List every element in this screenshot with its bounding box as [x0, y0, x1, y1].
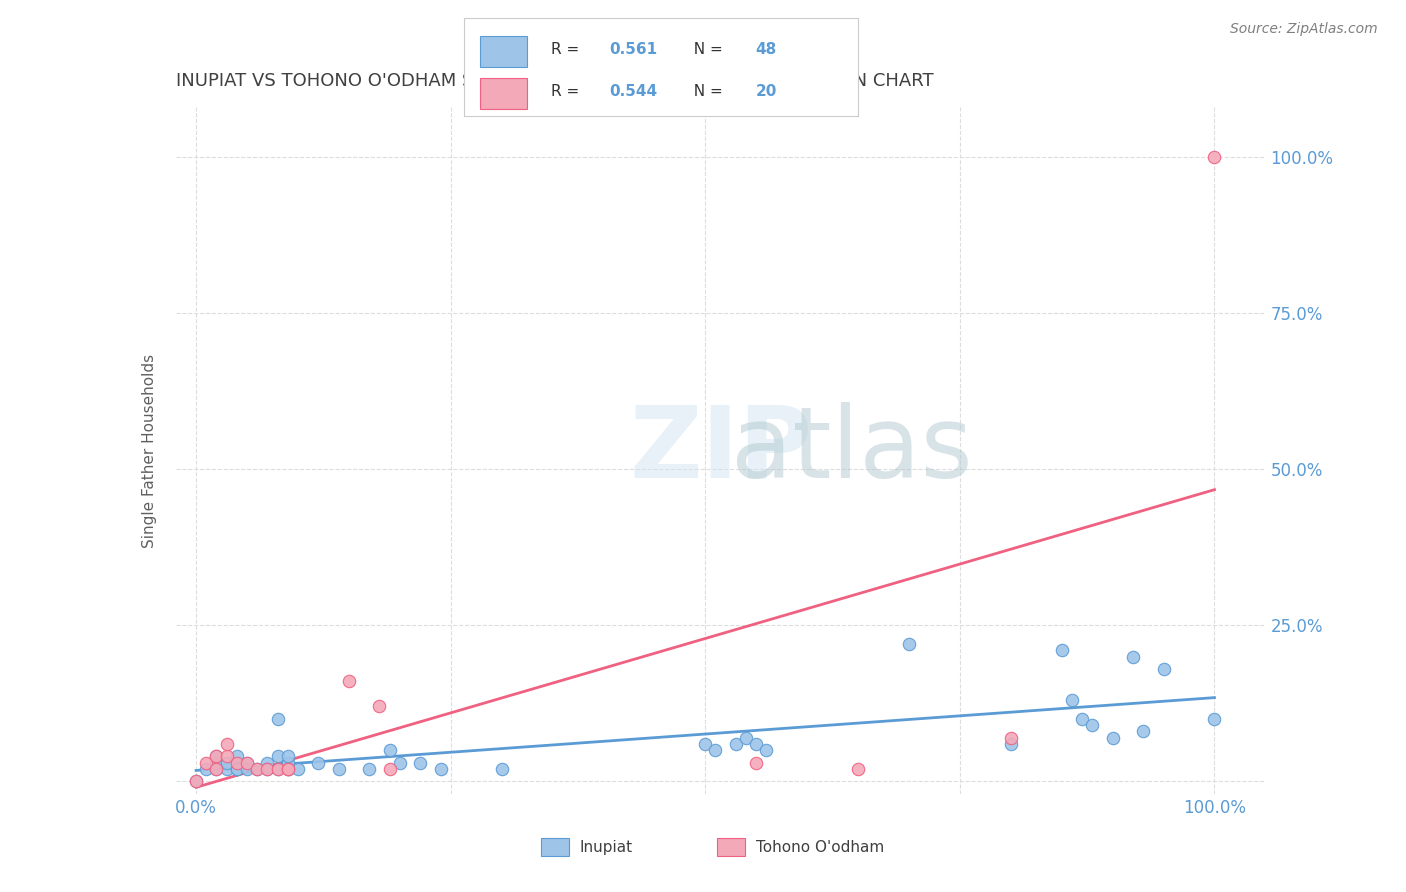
Point [205, 762, 228, 776]
Point [337, 674, 360, 689]
Point [388, 756, 411, 770]
Point [205, 756, 228, 770]
Point [266, 749, 288, 764]
Point [277, 762, 299, 776]
Point [215, 756, 238, 770]
Point [236, 756, 259, 770]
Point [745, 756, 768, 770]
FancyBboxPatch shape [717, 838, 745, 856]
Point [205, 749, 228, 764]
Text: Source: ZipAtlas.com: Source: ZipAtlas.com [1230, 22, 1378, 37]
Point [225, 762, 247, 776]
Point [225, 762, 247, 776]
Point [429, 762, 451, 776]
Point [184, 774, 207, 789]
Point [328, 762, 350, 776]
Point [246, 762, 269, 776]
Point [745, 737, 768, 751]
Point [846, 762, 869, 776]
Point [704, 743, 727, 757]
Point [236, 756, 259, 770]
FancyBboxPatch shape [479, 36, 527, 67]
Point [368, 699, 391, 714]
Point [359, 762, 381, 776]
Text: 0.544: 0.544 [610, 84, 658, 99]
Text: R =: R = [551, 42, 583, 57]
Point [277, 749, 299, 764]
Point [695, 737, 717, 751]
Point [735, 731, 758, 745]
Point [215, 749, 238, 764]
Point [1050, 643, 1073, 657]
Point [378, 743, 401, 757]
Point [1101, 731, 1123, 745]
Text: 20: 20 [755, 84, 776, 99]
Point [378, 762, 401, 776]
Point [307, 756, 329, 770]
Point [225, 749, 247, 764]
Point [755, 743, 778, 757]
Point [277, 756, 299, 770]
Point [277, 762, 299, 776]
Point [236, 762, 259, 776]
Point [246, 762, 269, 776]
FancyBboxPatch shape [479, 78, 527, 109]
Text: Tohono O'odham: Tohono O'odham [756, 840, 884, 855]
Point [195, 762, 218, 776]
Point [1000, 731, 1022, 745]
Y-axis label: Single Father Households: Single Father Households [142, 353, 157, 548]
Point [287, 762, 309, 776]
Text: ZIP: ZIP [628, 402, 813, 499]
Point [1122, 649, 1144, 664]
Point [1071, 712, 1094, 726]
Point [256, 756, 278, 770]
Point [266, 762, 288, 776]
Text: 0.561: 0.561 [610, 42, 658, 57]
Point [1081, 718, 1104, 732]
Text: R =: R = [551, 84, 583, 99]
Point [1132, 724, 1154, 739]
Point [225, 756, 247, 770]
Text: atlas: atlas [731, 402, 972, 499]
Point [491, 762, 513, 776]
Point [1204, 150, 1226, 164]
Point [266, 712, 288, 726]
Point [1204, 712, 1226, 726]
Point [205, 762, 228, 776]
Point [1153, 662, 1175, 676]
Point [409, 756, 432, 770]
Point [1000, 737, 1022, 751]
Point [277, 756, 299, 770]
Point [215, 762, 238, 776]
Text: Inupiat: Inupiat [581, 840, 633, 855]
Text: N =: N = [685, 42, 728, 57]
Text: 48: 48 [755, 42, 776, 57]
Point [215, 737, 238, 751]
Point [205, 749, 228, 764]
Point [266, 762, 288, 776]
FancyBboxPatch shape [541, 838, 569, 856]
Point [897, 637, 920, 651]
Point [724, 737, 747, 751]
Point [256, 762, 278, 776]
Point [184, 774, 207, 789]
Point [277, 762, 299, 776]
Point [256, 762, 278, 776]
Point [195, 756, 218, 770]
Text: INUPIAT VS TOHONO O'ODHAM SINGLE FATHER HOUSEHOLDS CORRELATION CHART: INUPIAT VS TOHONO O'ODHAM SINGLE FATHER … [176, 72, 934, 90]
Text: N =: N = [685, 84, 728, 99]
Point [1060, 693, 1083, 707]
